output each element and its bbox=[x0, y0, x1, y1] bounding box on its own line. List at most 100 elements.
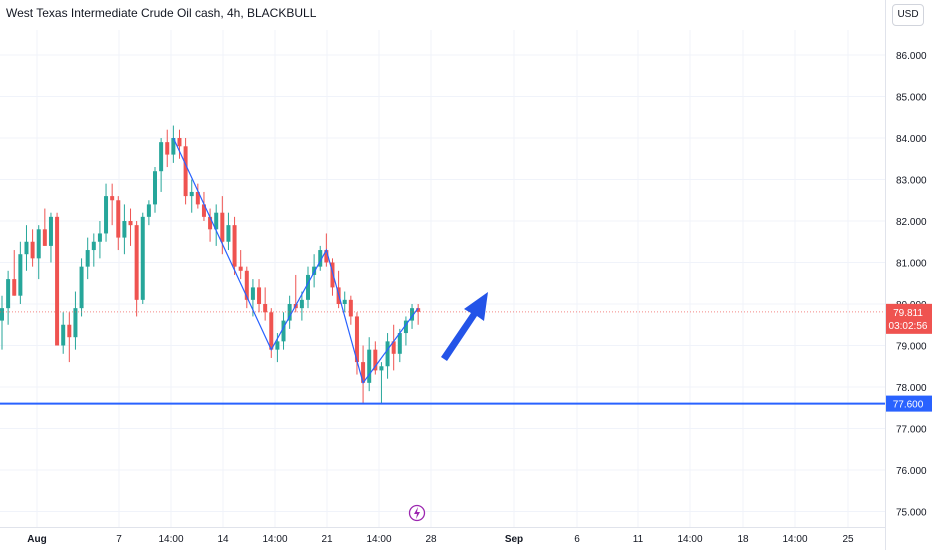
candle-body bbox=[153, 171, 157, 205]
x-tick-label: 14:00 bbox=[262, 534, 287, 545]
y-tick-label: 82.000 bbox=[896, 217, 927, 228]
candle-body bbox=[116, 200, 121, 238]
candle-body bbox=[195, 191, 200, 205]
candle-body bbox=[110, 196, 115, 201]
y-tick-label: 76.000 bbox=[896, 466, 927, 477]
y-tick-label: 78.000 bbox=[896, 383, 927, 394]
y-tick-label: 84.000 bbox=[896, 134, 927, 145]
candle-body bbox=[165, 142, 170, 155]
candle-body bbox=[171, 138, 176, 155]
candle-body bbox=[85, 250, 90, 267]
chart-title: West Texas Intermediate Crude Oil cash, … bbox=[6, 6, 317, 20]
candle-body bbox=[361, 362, 366, 383]
candle-body bbox=[391, 341, 396, 354]
candle-body bbox=[342, 299, 347, 304]
candle-body bbox=[24, 241, 29, 255]
candle-body bbox=[140, 216, 145, 300]
x-tick-label: 7 bbox=[116, 534, 122, 545]
candle-body bbox=[122, 221, 127, 238]
x-tick-label: 14:00 bbox=[366, 534, 391, 545]
candle-body bbox=[250, 287, 255, 300]
candle-body bbox=[410, 308, 415, 321]
candle-body bbox=[397, 333, 402, 354]
y-tick-label: 81.000 bbox=[896, 259, 927, 270]
support-price-label: 77.600 bbox=[893, 400, 924, 411]
candle-body bbox=[146, 204, 151, 217]
candle-body bbox=[0, 308, 4, 321]
candle-body bbox=[177, 138, 182, 147]
candle-body bbox=[220, 212, 225, 242]
y-tick-label: 85.000 bbox=[896, 93, 927, 104]
candle-body bbox=[42, 229, 47, 246]
candle-body bbox=[128, 221, 133, 226]
candle-body bbox=[263, 304, 268, 313]
x-tick-label: 25 bbox=[842, 534, 854, 545]
candle-body bbox=[244, 270, 249, 300]
candle-body bbox=[232, 225, 237, 267]
currency-button[interactable]: USD bbox=[892, 4, 924, 26]
candle-body bbox=[6, 279, 11, 309]
candle-body bbox=[324, 250, 329, 263]
candle-body bbox=[201, 204, 206, 217]
candle-body bbox=[79, 266, 84, 309]
x-tick-label: 28 bbox=[425, 534, 437, 545]
candle-body bbox=[275, 341, 280, 350]
candle-body bbox=[67, 324, 72, 338]
x-tick-label: 21 bbox=[321, 534, 333, 545]
candle-body bbox=[73, 308, 78, 338]
x-tick-label: 14 bbox=[217, 534, 229, 545]
candle-body bbox=[354, 316, 359, 363]
candle-body bbox=[91, 241, 96, 251]
candle-body bbox=[134, 225, 139, 300]
candle-body bbox=[18, 254, 23, 296]
candle-body bbox=[189, 191, 194, 197]
x-tick-label: 14:00 bbox=[782, 534, 807, 545]
candle-body bbox=[330, 262, 335, 288]
candle-body bbox=[287, 304, 292, 321]
candle-body bbox=[36, 229, 41, 259]
candle-body bbox=[306, 274, 310, 300]
candle-body bbox=[183, 146, 188, 197]
x-tick-label: 18 bbox=[737, 534, 749, 545]
y-tick-label: 83.000 bbox=[896, 176, 927, 187]
y-tick-label: 77.000 bbox=[896, 425, 927, 436]
candle-body bbox=[208, 216, 213, 230]
candle-body bbox=[104, 196, 109, 234]
candle-body bbox=[403, 320, 408, 334]
y-tick-label: 86.000 bbox=[896, 51, 927, 62]
up-arrow-icon[interactable] bbox=[441, 292, 488, 361]
zigzag-line[interactable] bbox=[172, 137, 419, 385]
x-tick-label: 6 bbox=[574, 534, 580, 545]
x-tick-label: Aug bbox=[27, 534, 46, 545]
candle-body bbox=[238, 266, 243, 271]
candle-body bbox=[269, 312, 274, 350]
candle-body bbox=[30, 241, 35, 259]
candle-body bbox=[318, 250, 323, 267]
candle-body bbox=[416, 308, 421, 312]
y-tick-label: 79.000 bbox=[896, 342, 927, 353]
x-tick-label: 14:00 bbox=[677, 534, 702, 545]
candle-body bbox=[367, 349, 372, 383]
candle-body bbox=[281, 320, 286, 342]
candle-body bbox=[226, 225, 231, 242]
candle-body bbox=[373, 349, 378, 371]
last-price-tag bbox=[886, 303, 932, 334]
candle-body bbox=[61, 324, 66, 346]
flash-glyph-icon bbox=[414, 507, 420, 519]
x-tick-label: 11 bbox=[633, 534, 644, 545]
candle-body bbox=[12, 279, 17, 296]
candle-body bbox=[312, 266, 317, 275]
last-price-label: 79.811 bbox=[893, 308, 923, 319]
candle-body bbox=[159, 142, 164, 172]
candle-body bbox=[257, 287, 262, 304]
x-tick-label: Sep bbox=[505, 534, 523, 545]
candle-body bbox=[299, 299, 304, 309]
candle-body bbox=[379, 366, 384, 371]
x-tick-label: 14:00 bbox=[158, 534, 183, 545]
candle-body bbox=[348, 299, 353, 317]
y-tick-label: 75.000 bbox=[896, 508, 927, 519]
countdown-label: 03:02:56 bbox=[889, 321, 928, 332]
candle-body bbox=[55, 216, 60, 346]
candle-body bbox=[385, 341, 390, 367]
